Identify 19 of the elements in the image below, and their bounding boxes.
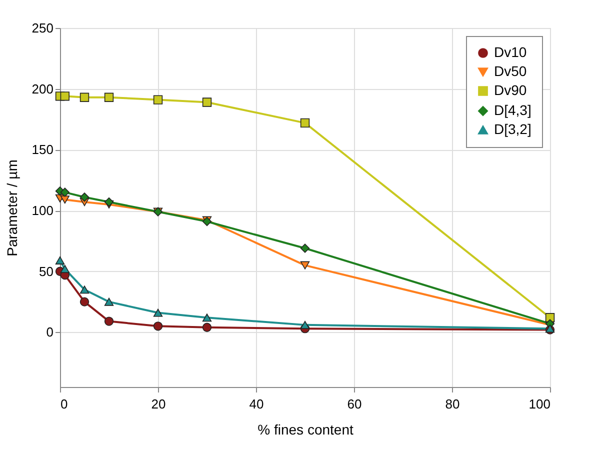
x-axis-title: % fines content	[258, 422, 354, 438]
legend-label: D[3,2]	[494, 121, 532, 137]
y-tick-label: 100	[32, 203, 54, 218]
y-tick-label: 150	[32, 142, 54, 158]
legend-label: Dv50	[494, 63, 527, 79]
y-tick-label: 0	[46, 324, 54, 340]
x-tick-label: 20	[151, 396, 166, 412]
x-tick-label: 0	[60, 396, 68, 412]
legend-label: Dv10	[494, 44, 527, 60]
y-tick-label: 200	[32, 81, 54, 96]
x-tick-label: 40	[249, 396, 264, 412]
y-axis-title: Parameter / µm	[4, 160, 20, 256]
legend-label: Dv90	[494, 82, 527, 98]
legend-label: D[4,3]	[494, 102, 532, 118]
x-tick-label: 60	[347, 396, 362, 412]
y-tick-label: 50	[39, 264, 54, 279]
x-tick-label: 100	[528, 396, 550, 412]
y-tick-label: 250	[32, 20, 54, 36]
x-tick-label: 80	[445, 396, 460, 412]
